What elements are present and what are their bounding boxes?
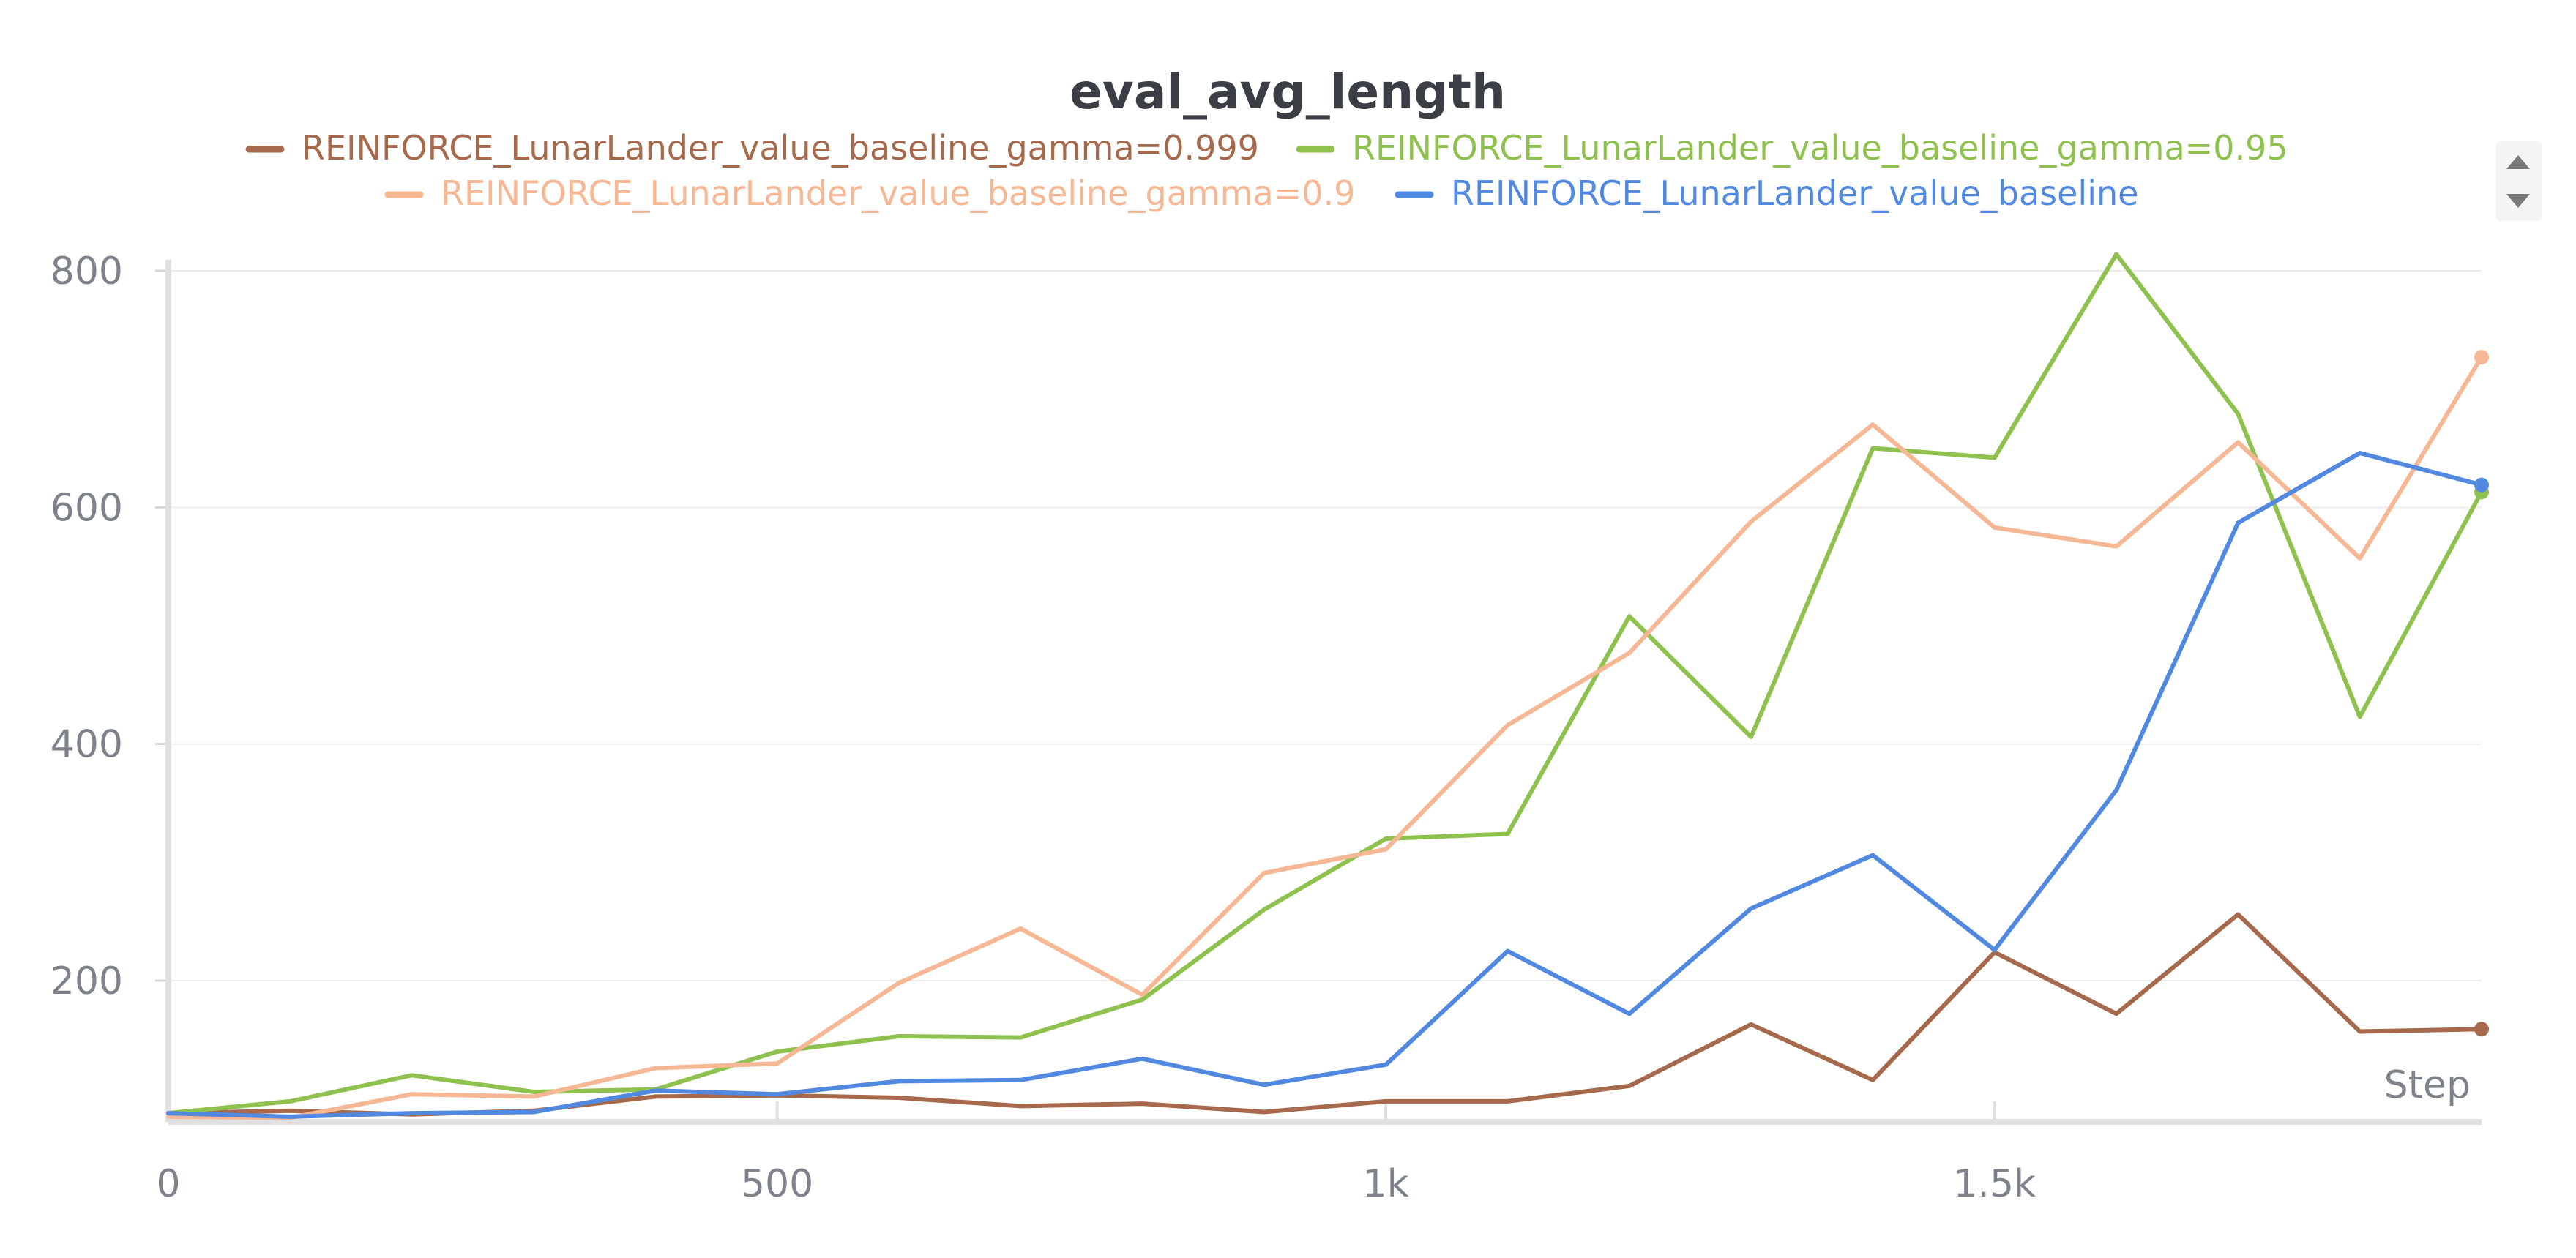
y-tick-label: 400: [51, 723, 123, 767]
y-tick-label: 800: [51, 250, 123, 293]
legend-label: REINFORCE_LunarLander_value_baseline_gam…: [302, 128, 1259, 168]
legend-scroll-up-icon[interactable]: [2506, 155, 2530, 169]
legend-label: REINFORCE_LunarLander_value_baseline_gam…: [441, 173, 1355, 213]
series-line-2: [166, 355, 2484, 1120]
x-axis-label: Step: [2384, 1063, 2471, 1107]
legend-item-2[interactable]: REINFORCE_LunarLander_value_baseline_gam…: [384, 173, 1355, 213]
series-end-point-3: [2474, 477, 2489, 493]
x-tick-label: 0: [156, 1162, 180, 1206]
series-lines: [166, 252, 2489, 1120]
x-tick-label: 1.5k: [1953, 1162, 2036, 1206]
legend-label: REINFORCE_LunarLander_value_baseline: [1451, 173, 2138, 213]
x-tick-label: 1k: [1363, 1162, 1409, 1206]
legend-scroll-down-icon[interactable]: [2506, 194, 2530, 208]
legend-scrollbar-track: [2496, 141, 2542, 221]
legend-item-0[interactable]: REINFORCE_LunarLander_value_baseline_gam…: [245, 128, 1259, 168]
legend: REINFORCE_LunarLander_value_baseline_gam…: [245, 128, 2288, 213]
legend-item-3[interactable]: REINFORCE_LunarLander_value_baseline: [1395, 173, 2138, 213]
series-line-1: [166, 252, 2484, 1116]
y-tick-label: 200: [51, 959, 123, 1003]
series-line-3: [166, 451, 2484, 1119]
y-tick-label: 600: [51, 486, 123, 530]
legend-scroll-controls: [2496, 141, 2542, 221]
axes: 200 400 600 800 0 500 1k 1.5k: [51, 250, 2482, 1206]
chart-title: eval_avg_length: [1069, 64, 1506, 120]
series-end-point-0: [2474, 1022, 2489, 1037]
x-tick-label: 500: [741, 1162, 813, 1206]
legend-label: REINFORCE_LunarLander_value_baseline_gam…: [1352, 128, 2288, 168]
legend-item-1[interactable]: REINFORCE_LunarLander_value_baseline_gam…: [1296, 128, 2288, 168]
series-line-0: [166, 912, 2484, 1117]
grid: [168, 270, 2482, 981]
series-end-point-2: [2474, 350, 2489, 365]
